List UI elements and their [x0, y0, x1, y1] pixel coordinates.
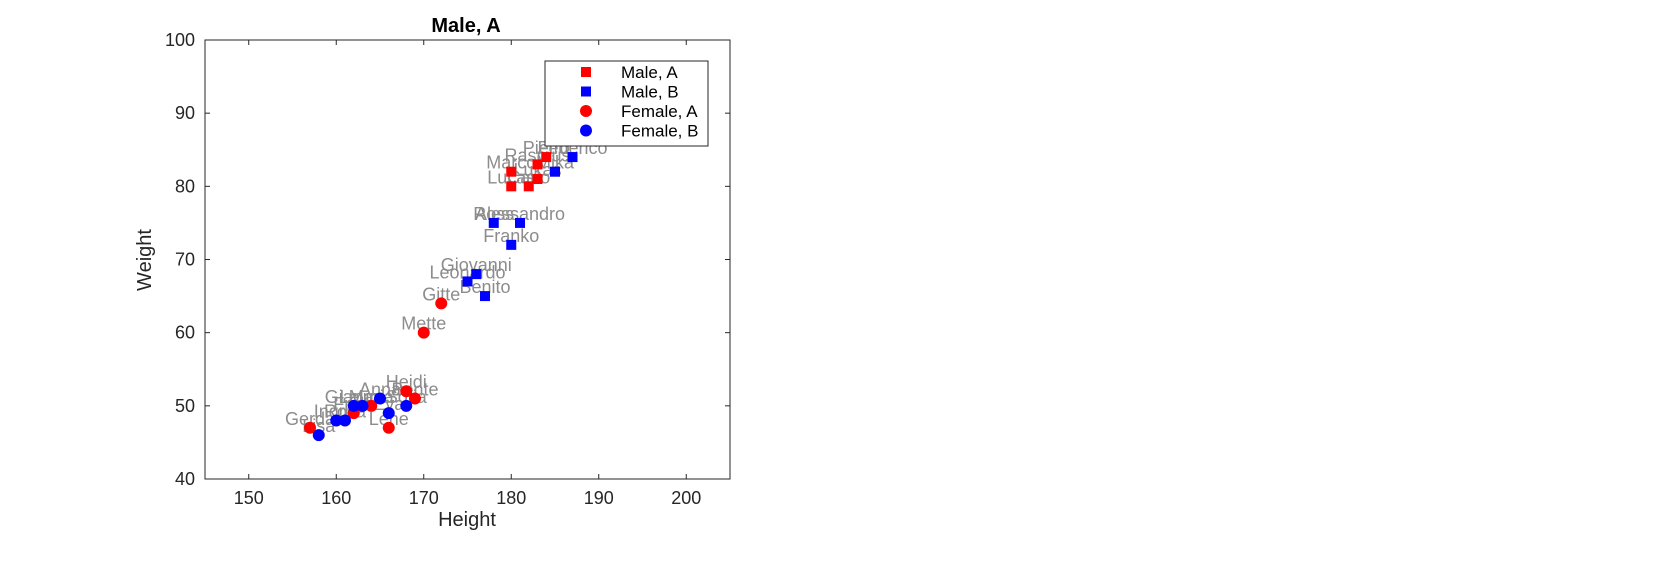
x-tick-label: 170 — [409, 488, 439, 508]
data-point-circle — [374, 392, 386, 405]
data-point-square — [506, 181, 517, 192]
data-point-square — [480, 291, 490, 302]
data-point-circle — [409, 392, 421, 405]
data-point-square — [471, 269, 482, 280]
data-point-circle — [400, 385, 413, 398]
data-point-square — [532, 174, 543, 185]
data-point-label: Lucas — [487, 167, 535, 187]
data-point-circle — [347, 399, 360, 412]
y-tick-label: 70 — [175, 250, 195, 270]
data-point-circle — [417, 326, 430, 339]
data-point-circle — [400, 399, 413, 412]
chart-title: Male, A — [431, 15, 500, 37]
y-axis: 40 50 60 70 80 90 100 — [165, 30, 730, 489]
legend-marker-circle — [580, 124, 592, 137]
data-point-circle — [435, 297, 448, 310]
data-point-label: Marco — [486, 153, 536, 173]
data-point-label: Anna — [359, 380, 402, 400]
data-point-square — [506, 166, 517, 177]
x-tick-label: 150 — [234, 488, 264, 508]
data-point-square — [523, 181, 534, 192]
data-point-circle — [356, 399, 369, 412]
x-tick-label: 160 — [321, 488, 351, 508]
data-point-square — [541, 152, 552, 163]
y-tick-label: 50 — [175, 396, 195, 416]
data-point-label: Ross — [473, 204, 514, 224]
y-tick-label: 60 — [175, 323, 195, 343]
x-tick-label: 200 — [671, 488, 701, 508]
data-point-label: Leonardo — [429, 262, 505, 282]
data-point-circle — [330, 414, 343, 427]
legend-entry-label: Female, A — [621, 102, 698, 121]
legend-marker-circle — [580, 105, 592, 117]
data-markers — [304, 152, 578, 442]
data-point-label: Heidi — [386, 372, 427, 392]
data-point-label: Mette — [401, 314, 446, 334]
data-point-square — [532, 159, 543, 170]
data-point-label: Rasmus — [504, 145, 570, 165]
data-point-circle — [304, 421, 316, 434]
legend-entry-label: Male, B — [621, 83, 679, 102]
data-point-square — [488, 217, 499, 228]
data-point-circle — [382, 421, 395, 434]
x-tick-label: 180 — [496, 488, 526, 508]
y-axis-label: Weight — [134, 229, 156, 291]
data-point-label: Giovanni — [441, 255, 512, 275]
x-tick-label: 190 — [584, 488, 614, 508]
legend-entry-label: Female, B — [621, 122, 698, 141]
data-point-label: Gerda — [285, 409, 336, 429]
data-point-label: Lukas — [513, 160, 561, 180]
data-point-square — [515, 217, 525, 228]
data-point-label: Franko — [483, 226, 539, 246]
data-point-square — [567, 152, 578, 163]
data-point-square — [462, 276, 473, 287]
y-tick-label: 40 — [175, 469, 195, 489]
data-point-circle — [382, 407, 395, 420]
legend-box — [544, 60, 709, 147]
y-tick-label: 90 — [175, 103, 195, 123]
legend-marker-square — [581, 86, 591, 97]
legend-entry-label: Male, A — [621, 63, 678, 82]
data-point-circle — [365, 399, 378, 412]
legend-marker-square — [581, 67, 591, 77]
x-axis-label: Height — [438, 509, 496, 531]
y-tick-label: 100 — [165, 30, 195, 50]
data-point-circle — [339, 414, 351, 427]
data-point-square — [550, 166, 560, 177]
y-tick-label: 80 — [175, 176, 195, 196]
data-point-circle — [312, 429, 325, 442]
data-point-label: Gitte — [422, 284, 460, 304]
x-axis: 150 160 170 180 190 200 — [234, 40, 701, 508]
data-point-square — [506, 239, 517, 250]
